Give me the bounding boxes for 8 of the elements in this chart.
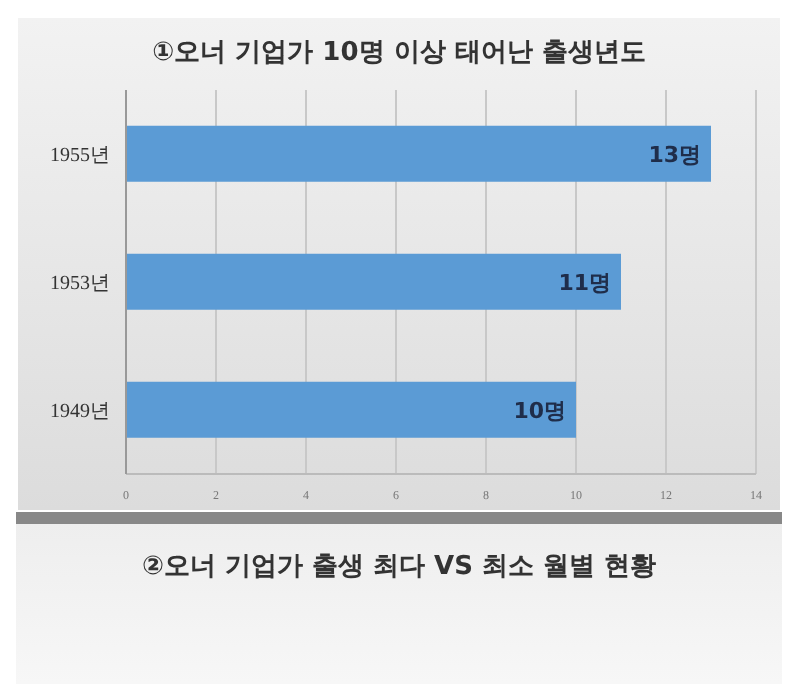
data-label: 11명 xyxy=(558,269,611,296)
y-tick-label: 1953년 xyxy=(50,273,110,296)
y-tick-label: 1949년 xyxy=(50,401,110,424)
y-tick-label: 1955년 xyxy=(50,145,110,168)
chart-title: ①오너 기업가 10명 이상 태어난 출생년도 xyxy=(150,36,648,72)
text: ②오너 기업가 출생 최다 VS 최소 월별 현황 xyxy=(139,550,659,584)
data-label: 10명 xyxy=(513,397,566,424)
data-label: 13명 xyxy=(648,141,701,168)
